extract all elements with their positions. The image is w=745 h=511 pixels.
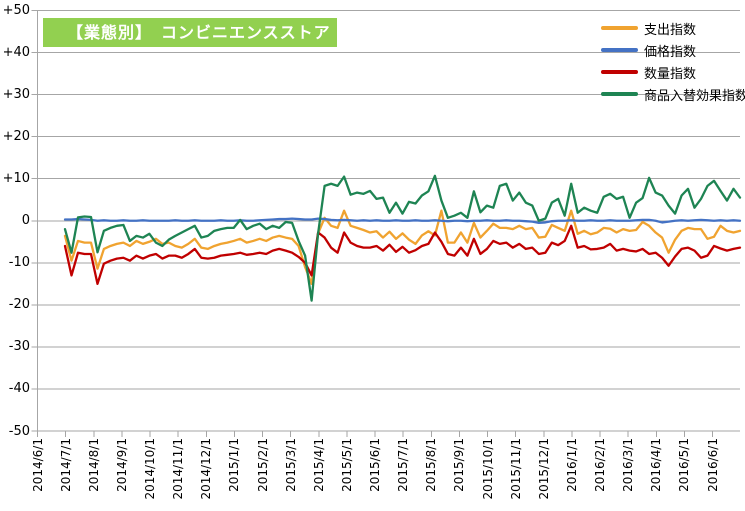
x-axis-label: 2016/3/1 [621,438,636,492]
y-axis-label: +10 [2,171,30,187]
x-axis-label: 2015/1/1 [227,438,242,492]
x-axis-label: 2015/5/1 [339,438,354,492]
x-axis-label: 2014/8/1 [86,438,101,492]
x-axis-label: 2015/3/1 [283,438,298,492]
legend-item-product-replacement-index: 商品入替効果指数 [601,83,745,105]
y-axis-label: -10 [8,255,30,271]
legend-label-price-index: 価格指数 [644,44,697,60]
quantity-index-legend-swatch [601,70,638,74]
y-axis-label: -30 [8,339,30,355]
x-axis-label: 2015/6/1 [368,438,382,492]
legend-item-expenditure-index: 支出指数 [601,17,745,39]
x-axis-label: 2015/2/1 [255,438,270,492]
price-index-line [63,217,742,225]
product-replacement-index-legend-swatch [601,92,638,96]
x-axis-label: 2015/10/1 [480,438,495,500]
x-axis-label: 2015/9/1 [452,438,467,492]
x-axis-label: 2015/11/1 [508,438,523,500]
x-axis-label: 2014/10/1 [143,438,157,500]
product-replacement-index-line [63,174,742,302]
legend-label-expenditure-index: 支出指数 [644,22,697,38]
y-axis-label: -50 [8,423,30,439]
legend: 支出指数 価格指数 数量指数 商品入替効果指数 [601,17,745,105]
x-axis-label: 2016/6/1 [705,438,720,492]
expenditure-index-legend-swatch [601,26,638,30]
x-axis-label: 2014/11/1 [171,438,186,500]
y-axis-label: -20 [8,297,30,313]
price-index-legend-swatch [601,48,638,52]
chart-title: 【業態別】 コンビニエンスストア [43,18,337,47]
x-axis-label: 2015/4/1 [311,438,326,492]
x-axis-label: 2016/4/1 [649,438,664,492]
x-axis-label: 2015/12/1 [536,438,551,500]
y-axis-label: 0 [21,213,30,229]
x-axis-label: 2014/7/1 [58,438,73,492]
x-axis-label: 2016/2/1 [593,438,607,492]
y-axis-label: +30 [2,87,30,103]
x-axis-label: 2015/7/1 [396,438,411,492]
legend-item-price-index: 価格指数 [601,39,745,61]
x-axis-label: 2015/8/1 [424,438,439,492]
x-axis-label: 2016/5/1 [677,438,692,492]
legend-item-quantity-index: 数量指数 [601,61,745,83]
x-axis-label: 2016/1/1 [564,438,579,492]
y-axis-label: +20 [2,129,30,145]
x-axis-label: 2014/9/1 [114,438,129,492]
y-axis-label: -40 [8,381,30,397]
quantity-index-line [63,224,742,285]
expenditure-index-line [63,209,742,285]
x-axis-label: 2014/12/1 [199,438,214,500]
y-axis-label: +40 [2,45,30,61]
x-axis-label: 2014/6/1 [30,438,45,492]
legend-label-product-replacement-index: 商品入替効果指数 [644,88,745,104]
legend-label-quantity-index: 数量指数 [644,66,697,82]
y-axis-label: +50 [2,3,30,18]
